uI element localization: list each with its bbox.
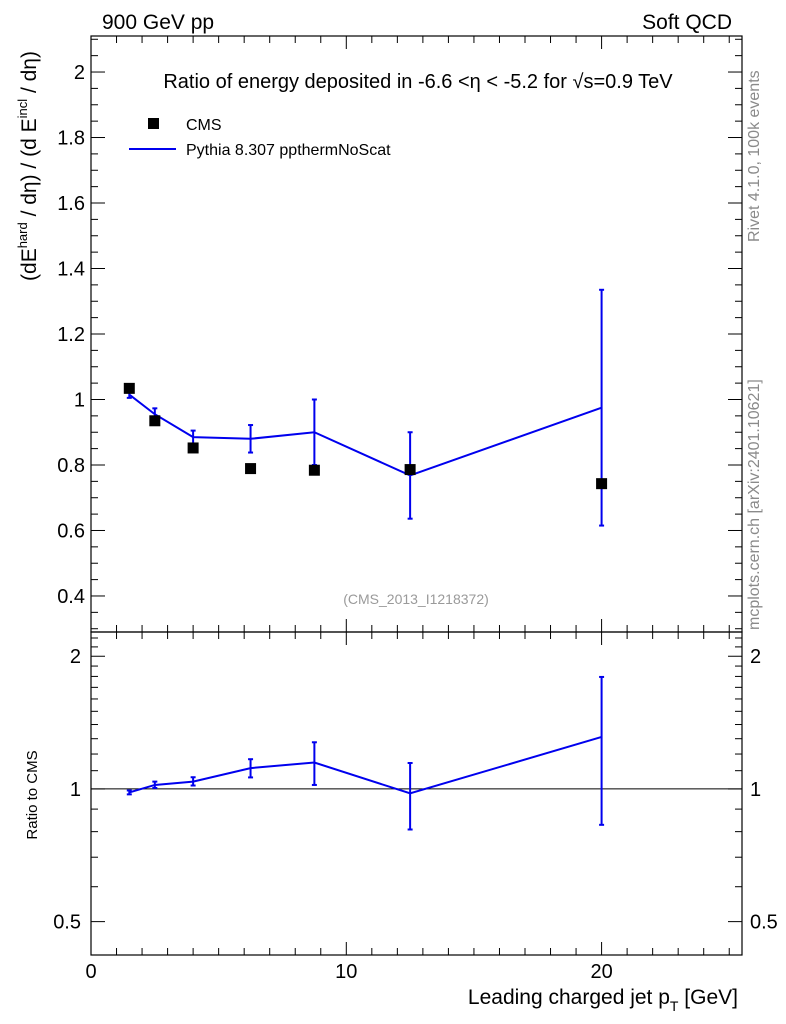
- ratio-y-label: Ratio to CMS: [24, 750, 41, 839]
- y-tick-label: 1.2: [57, 324, 85, 346]
- y-tick-label: 1: [70, 779, 81, 801]
- main-data-series: [123, 382, 608, 490]
- cms-data-point: [308, 464, 320, 476]
- cms-data-point: [123, 382, 135, 394]
- rivet-label: Rivet 4.1.0, 100k events: [746, 70, 763, 242]
- cms-data-point: [149, 415, 161, 427]
- header-left: 900 GeV pp: [102, 11, 214, 34]
- main-axis-ticks: 0.4 0.6 0.8 1 1.2 1.4 1.6 1.8 2: [57, 36, 742, 632]
- legend-label-cms: CMS: [186, 117, 222, 134]
- y-tick-label-right: 1: [750, 779, 761, 801]
- y-tick-label: 1: [74, 389, 85, 411]
- header-right: Soft QCD: [642, 11, 732, 34]
- y-tick-label: 0.8: [57, 455, 85, 477]
- y-tick-label: 0.4: [57, 586, 85, 608]
- cms-data-point: [187, 442, 199, 454]
- x-tick-label: 20: [590, 961, 612, 983]
- x-tick-label: 0: [85, 961, 96, 983]
- y-tick-label: 1.6: [57, 193, 85, 215]
- ratio-axis-ticks: 0 10 20 0.5 0.5 1 1 2 2: [53, 632, 778, 983]
- main-y-label: (dEhard / dη) / (d Eincl / dη): [15, 51, 41, 281]
- legend-marker-cms: [148, 118, 159, 129]
- y-tick-label: 1.8: [57, 128, 85, 150]
- y-tick-label: 0.6: [57, 520, 85, 542]
- y-tick-label-right: 2: [750, 646, 761, 668]
- cms-data-point: [596, 478, 608, 490]
- legend-label-pythia: Pythia 8.307 ppthermNoScat: [186, 142, 391, 159]
- y-tick-label-right: 0.5: [750, 912, 778, 934]
- x-tick-label: 10: [335, 961, 357, 983]
- mcplots-label: mcplots.cern.ch [arXiv:2401.10621]: [746, 379, 763, 630]
- ratio-line: [129, 735, 602, 795]
- analysis-watermark: (CMS_2013_I1218372): [343, 591, 489, 607]
- legend: CMS Pythia 8.307 ppthermNoScat: [129, 117, 391, 159]
- y-tick-label: 2: [70, 646, 81, 668]
- y-tick-label: 1.4: [57, 259, 85, 281]
- cms-data-point: [245, 463, 257, 475]
- y-tick-label: 2: [74, 62, 85, 84]
- plot-title: Ratio of energy deposited in -6.6 <η < -…: [163, 71, 673, 93]
- y-tick-label: 0.5: [53, 912, 81, 934]
- mc-line: [128, 393, 602, 477]
- x-axis-label: Leading charged jet pT [GeV]: [468, 986, 738, 1014]
- ratio-panel-frame: [90, 631, 743, 956]
- main-mc-series: [126, 288, 605, 527]
- cms-data-point: [404, 464, 416, 476]
- ratio-series: [126, 675, 605, 831]
